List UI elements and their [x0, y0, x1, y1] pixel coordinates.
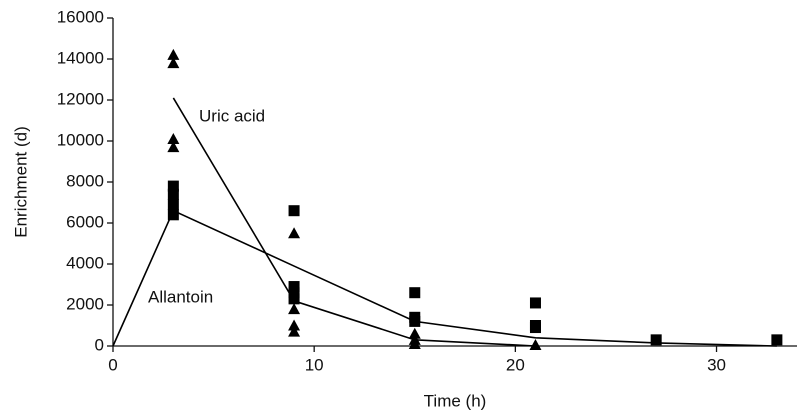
y-tick-label: 4000 — [66, 253, 104, 272]
square-marker — [167, 188, 179, 200]
x-tick-label: 30 — [707, 355, 726, 374]
x-tick-label: 10 — [305, 355, 324, 374]
triangle-marker — [288, 325, 301, 337]
triangle-marker — [167, 48, 180, 60]
y-tick-label: 8000 — [66, 171, 104, 190]
square-marker — [529, 297, 541, 309]
square-marker — [288, 205, 300, 217]
y-tick-label: 6000 — [66, 212, 104, 231]
triangle-marker — [288, 319, 301, 331]
triangle-marker — [288, 303, 301, 315]
y-axis-label: Enrichment (d) — [11, 126, 30, 237]
series-line — [172, 97, 536, 347]
y-tick-label: 16000 — [57, 7, 104, 26]
y-tick-label: 14000 — [57, 48, 104, 67]
square-marker — [771, 334, 783, 346]
y-tick-label: 2000 — [66, 294, 104, 313]
square-marker — [288, 293, 300, 305]
square-marker — [167, 209, 179, 221]
triangle-marker — [167, 141, 180, 153]
x-axis-label: Time (h) — [424, 391, 487, 410]
series-label: Allantoin — [148, 287, 213, 306]
square-marker — [650, 334, 662, 346]
square-marker — [288, 281, 300, 293]
triangle-marker — [167, 132, 180, 144]
y-tick-label: 10000 — [57, 130, 104, 149]
series-label: Uric acid — [199, 106, 265, 125]
triangle-marker — [288, 227, 301, 239]
x-tick-label: 20 — [506, 355, 525, 374]
square-marker — [288, 287, 300, 299]
square-marker — [529, 322, 541, 334]
triangle-marker — [408, 327, 421, 339]
square-marker — [409, 287, 421, 299]
y-tick-label: 12000 — [57, 89, 104, 108]
square-marker — [167, 199, 179, 211]
square-marker — [409, 315, 421, 327]
y-tick-label: 0 — [95, 335, 104, 354]
x-tick-label: 0 — [108, 355, 117, 374]
square-marker — [167, 180, 179, 192]
series-line — [112, 209, 777, 347]
triangle-marker — [167, 57, 180, 69]
triangle-marker — [408, 337, 421, 349]
triangle-marker — [529, 338, 542, 350]
